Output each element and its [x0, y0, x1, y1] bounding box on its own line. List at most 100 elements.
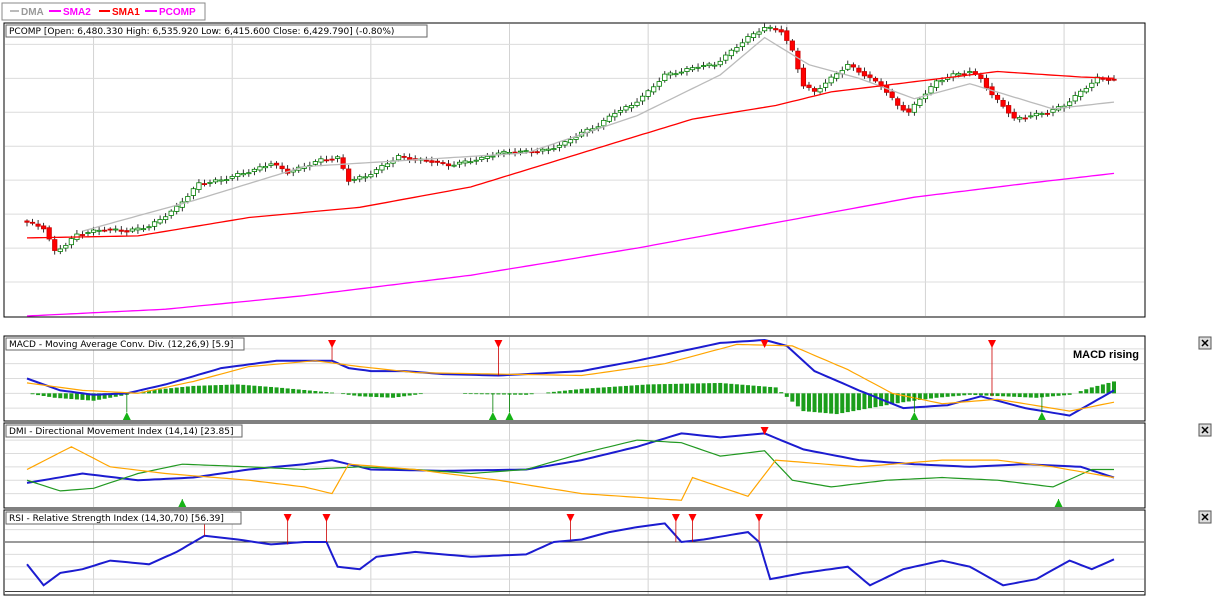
candle-up: [268, 163, 274, 166]
candle-down: [107, 228, 113, 231]
macd-histogram-bar: [1078, 391, 1083, 394]
macd-histogram-bar: [97, 393, 102, 400]
sell-signal-marker: [671, 514, 680, 522]
macd-histogram-bar: [1012, 393, 1017, 397]
candle-up: [656, 81, 662, 87]
candle-down: [346, 168, 352, 182]
close-icon: [1201, 513, 1209, 521]
macd-histogram-bar: [901, 393, 906, 403]
macd-histogram-bar: [1106, 382, 1111, 394]
candle-down: [35, 223, 41, 227]
macd-histogram-bar: [873, 393, 878, 408]
macd-histogram-bar: [379, 393, 384, 398]
macd-histogram-bar: [47, 393, 52, 397]
macd-histogram-bar: [684, 383, 689, 394]
candle-down: [784, 30, 790, 41]
macd-histogram-bar: [934, 393, 939, 398]
series-line-adx: [26, 432, 1115, 484]
candle-down: [445, 163, 452, 167]
macd-histogram-bar: [562, 390, 567, 394]
sell-signal-marker: [322, 514, 331, 522]
candle-up: [678, 71, 685, 74]
candle-up: [562, 141, 568, 146]
macd-histogram-bar: [995, 393, 1000, 397]
candle-down: [323, 159, 330, 162]
macd-histogram-bar: [917, 393, 922, 400]
macd-histogram-bar: [829, 393, 834, 414]
macd-histogram-bar: [513, 393, 518, 395]
candle-down: [872, 77, 879, 82]
macd-histogram-bar: [801, 393, 806, 412]
candle-down: [1011, 111, 1017, 119]
macd-histogram-bar: [668, 383, 673, 394]
dmi-close-button[interactable]: [1198, 423, 1212, 437]
macd-histogram-bar: [407, 393, 412, 396]
macd-histogram-bar: [202, 385, 207, 394]
macd-histogram-bar: [751, 385, 756, 394]
rsi-title-frame: [5, 511, 242, 525]
macd-close-button[interactable]: [1198, 336, 1212, 350]
macd-histogram-bar: [596, 387, 601, 394]
price-title-frame: [5, 24, 428, 38]
candle-up: [734, 47, 740, 52]
candle-up: [612, 112, 618, 118]
macd-panel-frame: [3, 335, 1146, 422]
candle-up: [1039, 113, 1045, 115]
macd-histogram-bar: [623, 385, 628, 394]
macd-histogram-bar: [951, 393, 956, 397]
macd-histogram-bar: [845, 393, 850, 413]
macd-histogram-bar: [69, 393, 74, 400]
macd-histogram-bar: [330, 392, 335, 394]
candle-up: [745, 36, 751, 43]
macd-histogram-bar: [296, 389, 301, 394]
sell-signal-marker: [566, 514, 575, 522]
candle-up: [573, 136, 579, 140]
sell-signal-marker: [760, 340, 769, 348]
macd-histogram-bar: [196, 385, 201, 394]
macd-histogram-bar: [1100, 384, 1105, 394]
candle-up: [318, 158, 324, 163]
candle-up: [689, 67, 696, 71]
macd-histogram-bar: [58, 393, 63, 399]
candle-down: [895, 98, 901, 106]
price-panel: [24, 23, 1117, 317]
candle-up: [207, 182, 213, 184]
candle-up: [68, 238, 74, 246]
candle-down: [1006, 105, 1012, 114]
candle-up: [911, 103, 917, 113]
macd-histogram-bar: [812, 393, 817, 413]
rsi-close-button[interactable]: [1198, 510, 1212, 524]
macd-histogram-bar: [635, 385, 640, 394]
macd-histogram-bar: [679, 383, 684, 394]
candle-up: [739, 42, 746, 48]
macd-histogram-bar: [696, 383, 701, 394]
candle-down: [434, 160, 440, 163]
macd-histogram-bar: [723, 383, 728, 394]
sell-signal-marker: [755, 514, 764, 522]
macd-histogram-bar: [851, 393, 856, 412]
macd-histogram-bar: [790, 393, 795, 402]
dmi-panel-frame: [3, 422, 1146, 509]
rsi-title: RSI - Relative Strength Index (14,30,70)…: [9, 514, 224, 524]
candle-up: [1033, 112, 1039, 117]
macd-histogram-bar: [185, 386, 190, 394]
macd-histogram-bar: [940, 393, 945, 398]
macd-histogram-bar: [302, 389, 307, 394]
candle-up: [479, 156, 485, 160]
candle-up: [251, 168, 257, 172]
candle-up: [262, 165, 269, 169]
candle-up: [246, 172, 252, 175]
candle-up: [601, 119, 607, 127]
macd-histogram-bar: [928, 393, 933, 399]
candle-down: [1105, 78, 1112, 81]
macd-histogram-bar: [1089, 387, 1094, 394]
macd-histogram-bar: [973, 393, 978, 396]
candle-down: [429, 160, 435, 163]
candle-up: [1072, 95, 1078, 102]
candle-up: [185, 196, 191, 202]
candle-down: [79, 234, 86, 236]
candle-up: [556, 144, 563, 148]
candle-down: [856, 67, 862, 73]
candle-up: [151, 221, 158, 227]
macd-histogram-bar: [1028, 393, 1033, 398]
